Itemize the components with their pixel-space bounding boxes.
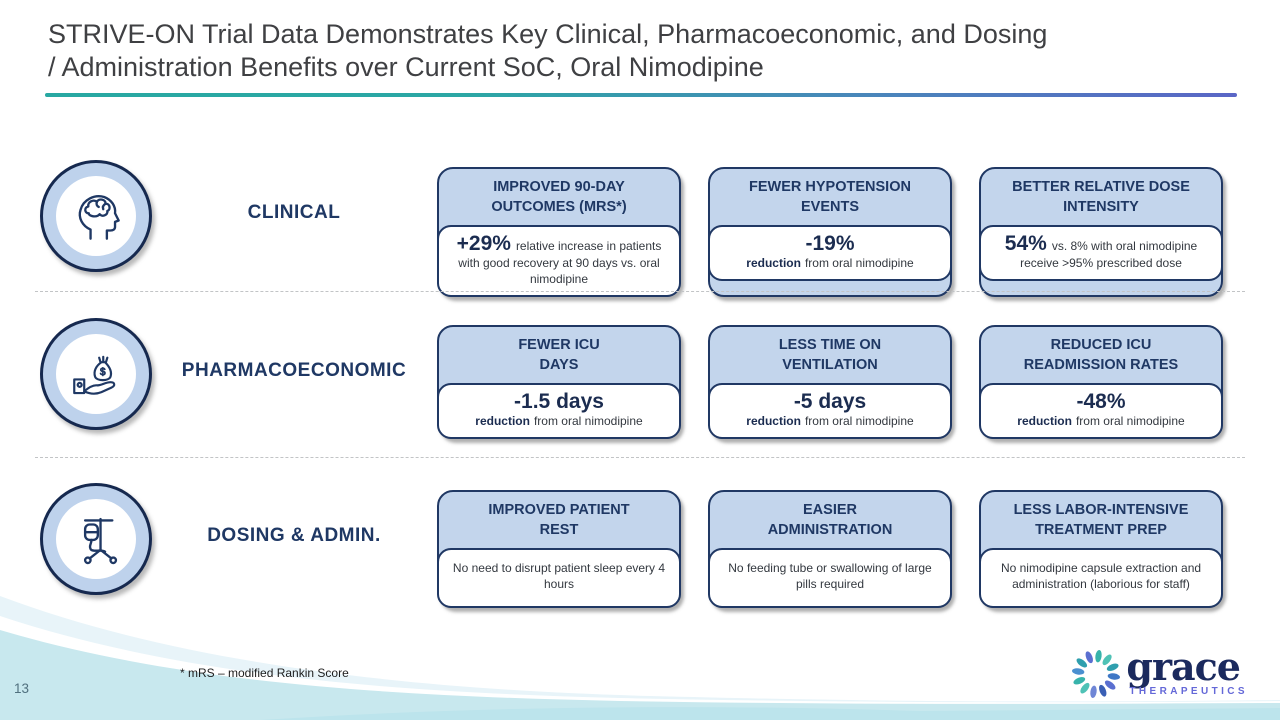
logo-subtitle: THERAPEUTICS: [1129, 686, 1248, 698]
dosing-admin-badge: [40, 483, 152, 595]
card-body: -1.5 days reduction from oral nimodipine: [437, 383, 681, 439]
svg-text:$: $: [100, 367, 106, 378]
logo-wordmark: grace: [1126, 643, 1241, 689]
card-body: +29% relative increase in patients with g…: [437, 225, 681, 297]
card-body: -48% reduction from oral nimodipine: [979, 383, 1223, 439]
card-body: No need to disrupt patient sleep every 4…: [437, 548, 681, 608]
card-header: FEWER ICU DAYS: [518, 336, 600, 373]
money-bag-hand-icon: $: [73, 355, 116, 395]
clinical-badge: [40, 160, 152, 272]
card-body: No nimodipine capsule extraction and adm…: [979, 548, 1223, 608]
card-header: LESS TIME ON VENTILATION: [778, 336, 882, 373]
stat-desc: reduction from oral nimodipine: [475, 414, 643, 429]
title-accent-rule: [45, 93, 1237, 97]
row-divider: [35, 291, 1245, 292]
stat-desc: No feeding tube or swallowing of large p…: [728, 561, 932, 591]
footnote: * mRS – modified Rankin Score: [180, 666, 349, 680]
stat-desc: relative increase in patients with good …: [458, 239, 662, 286]
stat-value: -5 days: [793, 390, 867, 413]
iv-stand-icon: [83, 517, 118, 565]
benefit-card-dose-intensity: BETTER RELATIVE DOSE INTENSITY 54% vs. 8%…: [979, 167, 1223, 297]
badge-inner-disc: [56, 176, 136, 256]
card-body: -5 days reduction from oral nimodipine: [708, 383, 952, 439]
row-clinical: CLINICAL IMPROVED 90-DAY OUTCOMES (MRS*)…: [0, 160, 1280, 300]
card-header: IMPROVED PATIENT REST: [488, 501, 630, 538]
card-body: 54% vs. 8% with oral nimodipine receive >…: [979, 225, 1223, 281]
stat-value: -48%: [1076, 390, 1126, 413]
benefit-card-treatment-prep: LESS LABOR-INTENSIVE TREATMENT PREP No n…: [979, 490, 1223, 608]
row-divider: [35, 457, 1245, 458]
dosing-admin-cards: IMPROVED PATIENT REST No need to disrupt…: [437, 490, 1223, 608]
stat-value: -1.5 days: [514, 390, 604, 413]
card-body: No feeding tube or swallowing of large p…: [708, 548, 952, 608]
stat-desc: No nimodipine capsule extraction and adm…: [1000, 561, 1202, 591]
badge-inner-disc: [56, 499, 136, 579]
card-header: IMPROVED 90-DAY OUTCOMES (MRS*): [491, 178, 627, 215]
brain-head-icon: [78, 195, 120, 240]
stat-desc: No need to disrupt patient sleep every 4…: [452, 561, 666, 591]
stat-value: +29%: [456, 232, 511, 255]
benefit-card-icu-days: FEWER ICU DAYS -1.5 days reduction from or…: [437, 325, 681, 439]
page-number: 13: [14, 681, 30, 696]
card-header: LESS LABOR-INTENSIVE TREATMENT PREP: [1013, 501, 1189, 538]
card-header: FEWER HYPOTENSION EVENTS: [749, 178, 911, 215]
logo-text-block: grace THERAPEUTICS: [1126, 643, 1248, 698]
card-body: -19% reduction from oral nimodipine: [708, 225, 952, 281]
row-dosing-admin: DOSING & ADMIN. IMPROVED PATIENT REST No…: [0, 483, 1280, 623]
row-label-dosing-admin: DOSING & ADMIN.: [207, 525, 381, 546]
card-header: BETTER RELATIVE DOSE INTENSITY: [1012, 178, 1190, 215]
badge-inner-disc: $: [56, 334, 136, 414]
benefit-card-improved-outcomes: IMPROVED 90-DAY OUTCOMES (MRS*) +29% rela…: [437, 167, 681, 297]
pharmacoeconomic-cards: FEWER ICU DAYS -1.5 days reduction from or…: [437, 325, 1223, 439]
card-header: REDUCED ICU READMISSION RATES: [1023, 336, 1179, 373]
stat-value: 54%: [1004, 232, 1047, 255]
grace-therapeutics-logo: grace THERAPEUTICS: [1070, 643, 1248, 700]
stat-desc: reduction from oral nimodipine: [1017, 414, 1185, 429]
benefit-card-readmission: REDUCED ICU READMISSION RATES -48% reduct…: [979, 325, 1223, 439]
row-label-pharmacoeconomic: PHARMACOECONOMIC: [181, 360, 407, 381]
stat-value: -19%: [805, 232, 855, 255]
card-header: EASIER ADMINISTRATION: [767, 501, 893, 538]
benefit-card-administration: EASIER ADMINISTRATION No feeding tube or…: [708, 490, 952, 608]
benefit-card-patient-rest: IMPROVED PATIENT REST No need to disrupt…: [437, 490, 681, 608]
row-label-clinical: CLINICAL: [247, 202, 341, 223]
clinical-cards: IMPROVED 90-DAY OUTCOMES (MRS*) +29% rela…: [437, 167, 1223, 297]
pharmacoeconomic-badge: $: [40, 318, 152, 430]
benefit-card-hypotension: FEWER HYPOTENSION EVENTS -19% reduction fr…: [708, 167, 952, 297]
stat-desc: reduction from oral nimodipine: [746, 414, 914, 429]
stat-desc: vs. 8% with oral nimodipine receive >95%…: [1020, 239, 1198, 271]
flower-spiral-icon: [1072, 650, 1121, 698]
slide-title: STRIVE-ON Trial Data Demonstrates Key Cl…: [48, 19, 1048, 83]
row-pharmacoeconomic: $ PHARMACOECONOMIC FEWER ICU DAYS -1.5 d…: [0, 318, 1280, 458]
stat-desc: reduction from oral nimodipine: [746, 256, 914, 271]
benefit-card-ventilation: LESS TIME ON VENTILATION -5 days reductio…: [708, 325, 952, 439]
